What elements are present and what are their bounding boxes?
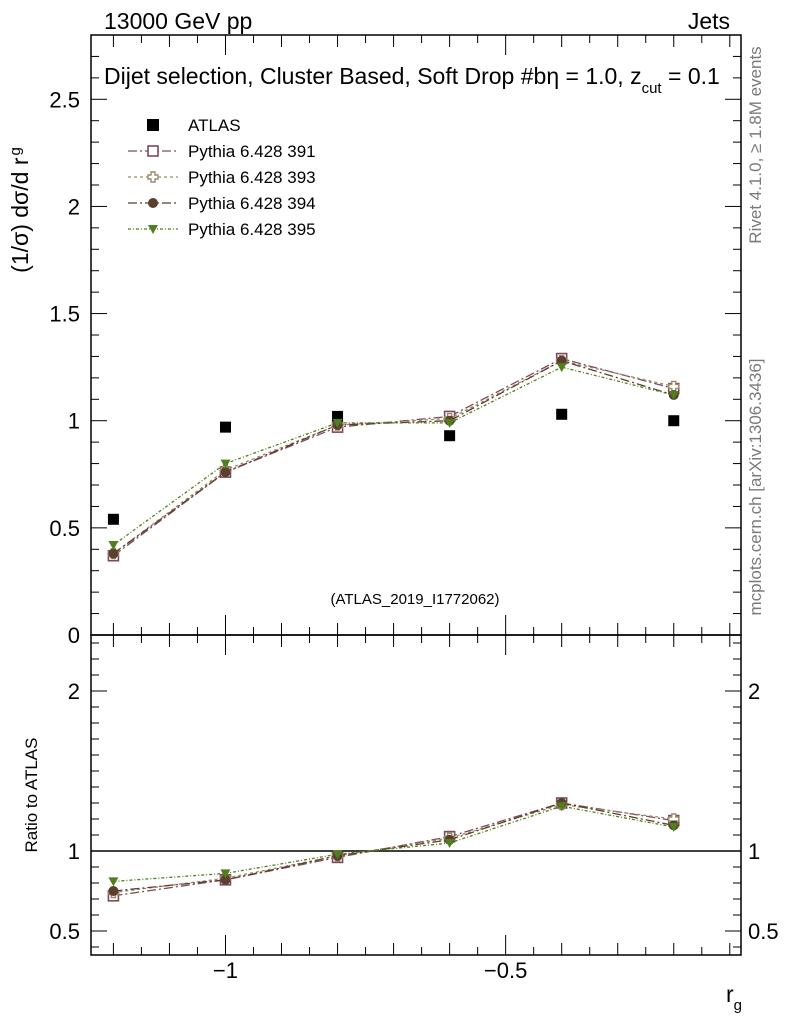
data-point [108, 548, 119, 559]
legend-entry: Pythia 6.428 391 [128, 142, 316, 161]
mcplots-label-text: mcplots.cern.ch [arXiv:1306.3436] [746, 358, 765, 615]
legend-marker [148, 225, 158, 234]
series-line [113, 366, 674, 546]
main-y-tick-label: 2 [68, 194, 80, 219]
data-point [219, 421, 231, 433]
legend-entry: Pythia 6.428 395 [128, 220, 316, 239]
plot-title-cut: cut [642, 80, 663, 97]
header-right: Jets [688, 8, 730, 34]
x-axis-label-sub: g [734, 997, 742, 1014]
ratio-point [444, 839, 455, 848]
legend-entry: Pythia 6.428 394 [128, 194, 316, 213]
data-point [444, 418, 455, 428]
ratio-y-axis-label: Ratio to ATLAS [22, 738, 41, 853]
legend-label: Pythia 6.428 393 [188, 168, 316, 187]
legend-entry: ATLAS [147, 116, 241, 135]
plot-title-main: Dijet selection, Cluster Based, Soft Dro… [104, 63, 546, 89]
series-Pythia 6.428 391 [107, 352, 680, 562]
data-point [332, 410, 344, 422]
main-ticks: 0.5 1 1.5 2 2.5 0 [49, 55, 741, 648]
data-point [108, 541, 119, 550]
data-point [556, 363, 567, 373]
mcplots-label: mcplots.cern.ch [arXiv:1306.3436] [746, 358, 765, 615]
series-Pythia 6.428 393 [107, 355, 680, 560]
ratio-ticks: 0.5 0.5 1 1 2 2 [49, 642, 779, 948]
ratio-point [220, 874, 231, 885]
main-y-zero-label: 0 [68, 623, 80, 648]
data-point [220, 467, 231, 478]
ratio-point [220, 869, 231, 879]
ratio-series [107, 797, 680, 902]
series-line [113, 357, 674, 557]
ratio-y-tick-label-right: 2 [748, 679, 760, 704]
series-Pythia 6.428 394 [108, 355, 679, 559]
x-tick-label: −0.5 [484, 958, 527, 983]
data-point [668, 391, 679, 400]
ratio-line [113, 805, 674, 883]
ratio-series-Pythia 6.428 391 [107, 797, 680, 902]
ratio-line [113, 802, 674, 892]
legend-entry: Pythia 6.428 393 [128, 168, 316, 187]
ratio-y-tick-label-right: 0.5 [748, 919, 779, 944]
main-y-tick-label: 2.5 [49, 87, 80, 112]
legend-label: Pythia 6.428 391 [188, 142, 316, 161]
data-point [107, 513, 119, 525]
ratio-y-tick-label: 2 [68, 679, 80, 704]
rivet-label-text: Rivet 4.1.0, ≥ 1.8M events [746, 46, 765, 243]
x-ticks: −1 −0.5 [112, 35, 731, 983]
main-series [107, 352, 680, 562]
legend-marker [148, 198, 158, 208]
series-ATLAS [107, 408, 680, 525]
main-y-tick-label: 1 [68, 409, 80, 434]
ratio-point [108, 886, 119, 896]
data-point [220, 459, 231, 469]
ratio-series-Pythia 6.428 395 [108, 802, 679, 887]
plot-title: Dijet selection, Cluster Based, Soft Dro… [104, 63, 720, 97]
ratio-panel-frame [90, 634, 742, 956]
ratio-point [108, 877, 119, 887]
legend-label: Pythia 6.428 395 [188, 220, 316, 239]
ratio-point [556, 802, 567, 812]
series-line [113, 360, 674, 555]
rivet-label: Rivet 4.1.0, ≥ 1.8M events [746, 46, 765, 243]
data-point [556, 408, 568, 420]
x-axis-label: rg [726, 981, 742, 1014]
main-y-tick-label: 0.5 [49, 516, 80, 541]
legend-marker [147, 145, 159, 157]
header-left: 13000 GeV pp [104, 8, 252, 34]
series-Pythia 6.428 395 [108, 363, 679, 550]
legend-marker [147, 171, 159, 183]
series-line [113, 360, 674, 555]
y-axis-label: (1/σ) dσ/d r g [7, 147, 33, 273]
y-axis-label-main: (1/σ) dσ/d r [7, 157, 33, 273]
y-axis-label-sub: g [7, 147, 24, 155]
data-point [444, 430, 456, 442]
legend: ATLAS Pythia 6.428 391 Pythia 6.428 393 Pyt… [128, 116, 316, 239]
x-axis-label-main: r [726, 981, 734, 1007]
analysis-watermark: (ATLAS_2019_I1772062) [330, 591, 499, 608]
legend-label: Pythia 6.428 394 [188, 194, 316, 213]
legend-marker [147, 119, 159, 131]
ratio-y-tick-label: 1 [68, 839, 80, 864]
x-tick-label: −1 [213, 958, 238, 983]
data-point [332, 418, 343, 428]
svg-text:(1/σ) dσ/d rg: (1/σ) dσ/d r g [7, 147, 33, 273]
ratio-y-tick-label-right: 1 [748, 839, 760, 864]
main-y-tick-label: 1.5 [49, 302, 80, 327]
plot-title-eta: η = 1.0, z [546, 63, 641, 89]
ratio-point [668, 823, 679, 832]
ratio-point [332, 850, 343, 860]
plot-title-val: = 0.1 [662, 63, 720, 89]
legend-label: ATLAS [188, 116, 241, 135]
data-point [668, 415, 680, 427]
ratio-y-tick-label: 0.5 [49, 919, 80, 944]
ratio-y-axis-label-text: Ratio to ATLAS [22, 738, 41, 853]
